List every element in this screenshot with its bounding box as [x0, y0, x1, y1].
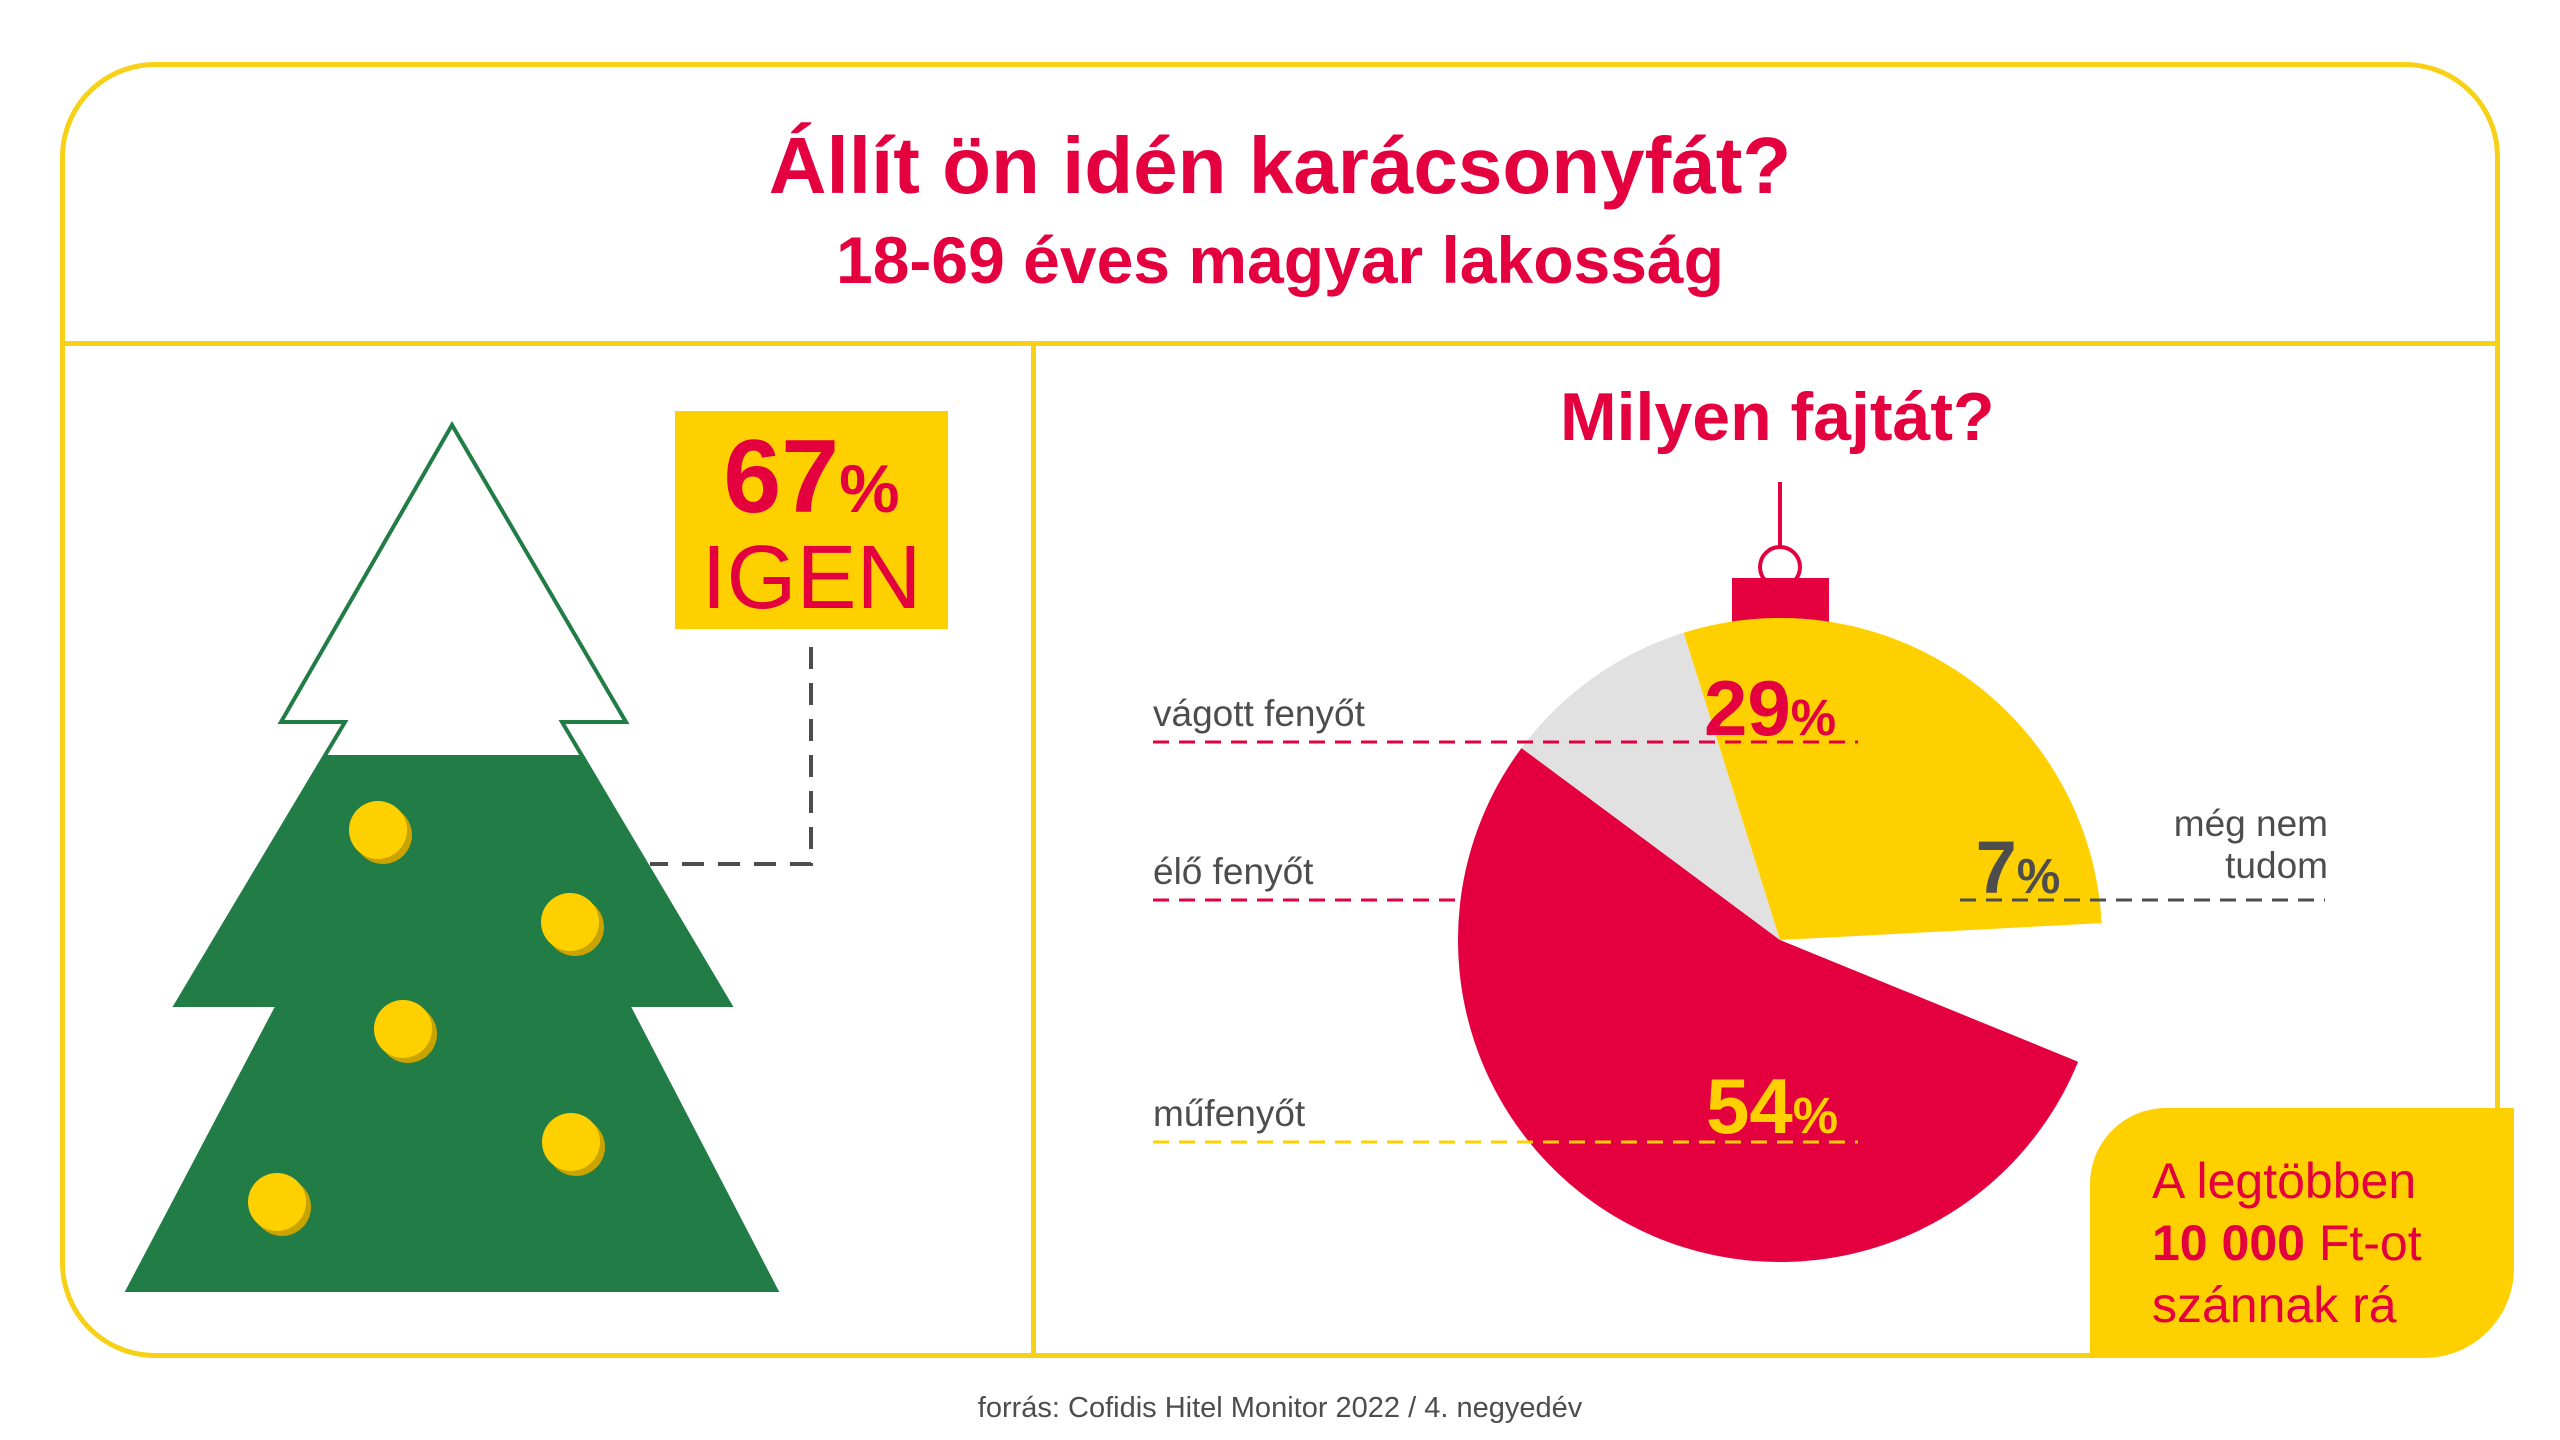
callout-line1: A legtöbben	[2152, 1153, 2417, 1209]
pie-chart	[1457, 617, 2103, 1263]
ornaments	[248, 801, 605, 1236]
value-labels: 29% 10% 54% 7%	[1512, 664, 2060, 1150]
label-unknown-line1: még nem	[2173, 803, 2328, 844]
frame-border	[60, 62, 2500, 1358]
stat-connector-line	[650, 647, 813, 866]
label-live: élő fenyőt	[1153, 851, 1314, 892]
slice-live	[1521, 632, 1780, 940]
yes-label: IGEN	[701, 528, 922, 628]
callout-line3: szánnak rá	[2152, 1277, 2397, 1333]
leader-lines	[1153, 740, 2325, 1144]
header-divider	[62, 341, 2498, 346]
page-subtitle: 18-69 éves magyar lakosság	[836, 223, 1724, 297]
callout-unit: Ft-ot	[2304, 1215, 2422, 1271]
label-cut: vágott fenyőt	[1153, 693, 1365, 734]
column-divider	[1031, 341, 1036, 1356]
value-label-artificial: 54%	[1706, 1062, 1838, 1150]
chart-title: Milyen fajtát?	[1560, 379, 1995, 455]
label-unknown: még nem tudom	[2174, 803, 2328, 887]
value-label-unknown: 7%	[1976, 826, 2061, 909]
ornament-hanger-icon	[1732, 482, 1829, 628]
source-note: forrás: Cofidis Hitel Monitor 2022 / 4. …	[977, 1392, 1583, 1424]
value-label-cut: 29%	[1704, 664, 1836, 752]
slice-artificial	[1457, 748, 2079, 1263]
value-label-live: 10%	[1512, 826, 1638, 909]
page-title: Állít ön idén karácsonyfát?	[768, 121, 1792, 210]
label-artificial: műfenyőt	[1153, 1093, 1306, 1134]
callout-box: A legtöbben 10 000 Ft-ot szánnak rá	[2090, 1108, 2514, 1358]
callout-amount: 10 000	[2152, 1215, 2305, 1271]
yes-stat-box: 67% IGEN	[675, 411, 948, 629]
yes-percent: 67%	[723, 419, 900, 535]
slice-unknown	[1780, 923, 2103, 1062]
label-unknown-line2: tudom	[2225, 845, 2328, 886]
callout-text: A legtöbben 10 000 Ft-ot szánnak rá	[2152, 1150, 2422, 1336]
slice-cut	[1683, 617, 2102, 940]
